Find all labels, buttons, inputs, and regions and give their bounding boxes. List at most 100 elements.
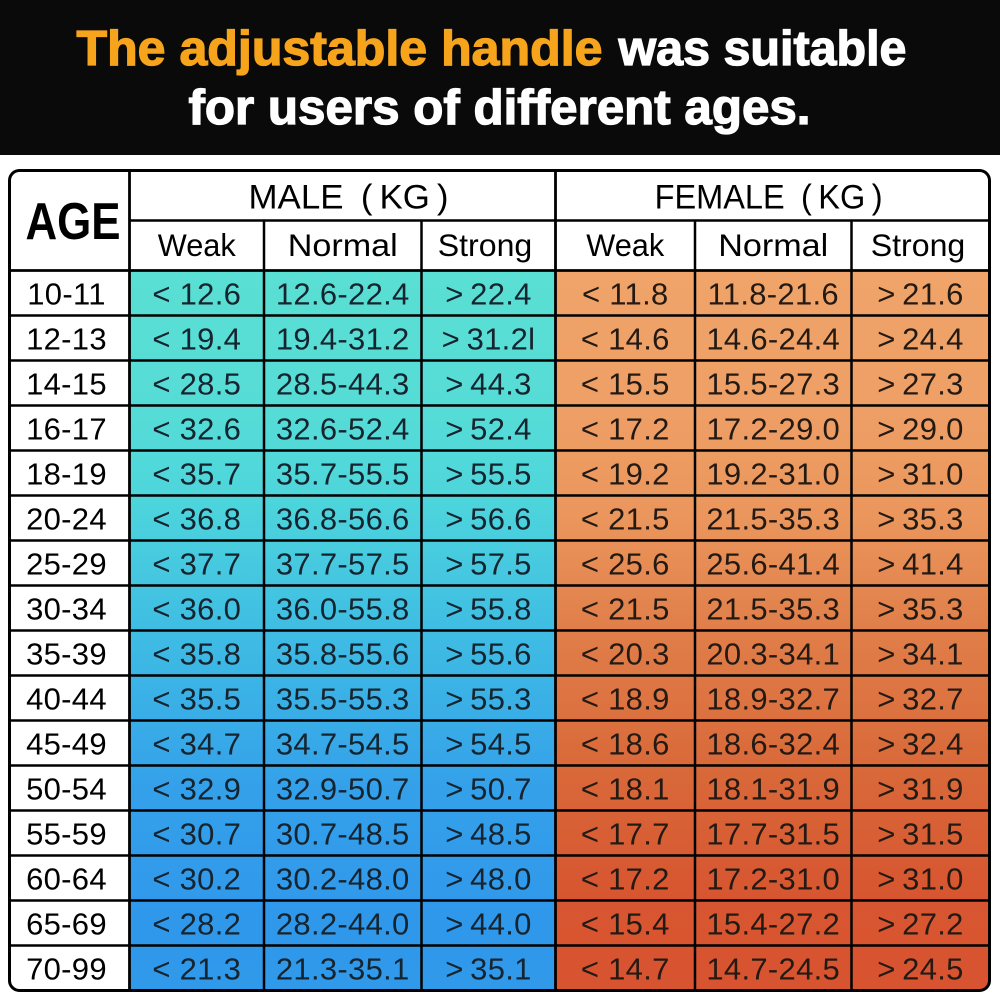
- svg-text:> 56.6: > 56.6: [445, 501, 531, 536]
- svg-text:> 35.3: > 35.3: [877, 501, 963, 536]
- svg-text:18.6-32.4: 18.6-32.4: [706, 726, 840, 761]
- svg-text:< 21.5: < 21.5: [581, 501, 670, 536]
- svg-text:15.5-27.3: 15.5-27.3: [706, 366, 840, 401]
- svg-text:21.3-35.1: 21.3-35.1: [276, 951, 410, 986]
- svg-text:> 32.7: > 32.7: [877, 681, 963, 716]
- svg-text:35.5-55.3: 35.5-55.3: [276, 681, 410, 716]
- svg-text:< 21.3: < 21.3: [152, 951, 241, 986]
- svg-text:18.9-32.7: 18.9-32.7: [706, 681, 840, 716]
- svg-text:> 57.5: > 57.5: [445, 546, 531, 581]
- svg-text:< 17.2: < 17.2: [581, 411, 670, 446]
- svg-text:32.6-52.4: 32.6-52.4: [276, 411, 410, 446]
- svg-text:10-11: 10-11: [27, 276, 106, 311]
- svg-text:< 19.4: < 19.4: [152, 321, 241, 356]
- svg-text:45-49: 45-49: [26, 726, 107, 761]
- svg-text:Strong: Strong: [438, 227, 533, 263]
- svg-text:> 27.2: > 27.2: [877, 906, 963, 941]
- svg-text:> 50.7: > 50.7: [445, 771, 531, 806]
- svg-text:< 30.7: < 30.7: [152, 816, 241, 851]
- svg-text:19.2-31.0: 19.2-31.0: [706, 456, 840, 491]
- svg-text:< 36.0: < 36.0: [152, 591, 241, 626]
- svg-text:40-44: 40-44: [26, 681, 107, 716]
- svg-text:70-99: 70-99: [26, 951, 107, 986]
- svg-text:< 17.2: < 17.2: [581, 861, 670, 896]
- svg-text:25.6-41.4: 25.6-41.4: [706, 546, 840, 581]
- svg-text:> 22.4: > 22.4: [445, 276, 531, 311]
- svg-text:< 18.9: < 18.9: [581, 681, 670, 716]
- svg-text:> 31.0: > 31.0: [877, 861, 963, 896]
- svg-text:The adjustable handle: The adjustable handle: [77, 22, 603, 76]
- svg-text:36.0-55.8: 36.0-55.8: [276, 591, 410, 626]
- svg-text:< 15.5: < 15.5: [581, 366, 670, 401]
- svg-text:> 44.0: > 44.0: [445, 906, 531, 941]
- svg-text:Normal: Normal: [288, 227, 398, 263]
- svg-text:18.1-31.9: 18.1-31.9: [706, 771, 840, 806]
- svg-text:< 25.6: < 25.6: [581, 546, 670, 581]
- svg-text:Weak: Weak: [158, 227, 236, 263]
- svg-text:14.6-24.4: 14.6-24.4: [706, 321, 840, 356]
- svg-text:> 31.0: > 31.0: [877, 456, 963, 491]
- svg-text:55-59: 55-59: [26, 816, 107, 851]
- svg-text:60-64: 60-64: [26, 861, 107, 896]
- svg-text:18-19: 18-19: [26, 456, 107, 491]
- svg-text:< 32.9: < 32.9: [152, 771, 241, 806]
- svg-text:for users of different ages.: for users of different ages.: [189, 81, 811, 135]
- svg-text:< 17.7: < 17.7: [581, 816, 670, 851]
- svg-text:< 12.6: < 12.6: [152, 276, 241, 311]
- svg-text:> 48.5: > 48.5: [445, 816, 531, 851]
- svg-text:17.2-31.0: 17.2-31.0: [706, 861, 840, 896]
- svg-text:AGE: AGE: [26, 193, 121, 251]
- svg-text:37.7-57.5: 37.7-57.5: [276, 546, 410, 581]
- svg-text:> 31.9: > 31.9: [877, 771, 963, 806]
- svg-text:> 32.4: > 32.4: [877, 726, 963, 761]
- svg-text:> 48.0: > 48.0: [445, 861, 531, 896]
- svg-text:> 54.5: > 54.5: [445, 726, 531, 761]
- svg-text:35.7-55.5: 35.7-55.5: [276, 456, 410, 491]
- svg-text:< 19.2: < 19.2: [581, 456, 670, 491]
- svg-text:< 35.7: < 35.7: [152, 456, 241, 491]
- svg-text:> 24.4: > 24.4: [877, 321, 963, 356]
- svg-text:< 18.6: < 18.6: [581, 726, 670, 761]
- svg-text:> 21.6: > 21.6: [877, 276, 963, 311]
- svg-text:> 55.6: > 55.6: [445, 636, 531, 671]
- svg-text:< 18.1: < 18.1: [581, 771, 670, 806]
- svg-text:> 31.5: > 31.5: [877, 816, 963, 851]
- svg-text:< 14.7: < 14.7: [581, 951, 670, 986]
- svg-text:12-13: 12-13: [26, 321, 107, 356]
- svg-text:< 14.6: < 14.6: [581, 321, 670, 356]
- svg-text:MALE ( KG ): MALE ( KG ): [249, 179, 449, 217]
- svg-text:30.2-48.0: 30.2-48.0: [276, 861, 410, 896]
- svg-text:< 20.3: < 20.3: [581, 636, 670, 671]
- svg-text:11.8-21.6: 11.8-21.6: [708, 276, 839, 311]
- svg-text:> 41.4: > 41.4: [877, 546, 963, 581]
- svg-text:28.2-44.0: 28.2-44.0: [276, 906, 410, 941]
- svg-text:< 21.5: < 21.5: [581, 591, 670, 626]
- svg-text:25-29: 25-29: [26, 546, 107, 581]
- svg-text:< 30.2: < 30.2: [152, 861, 241, 896]
- svg-text:19.4-31.2: 19.4-31.2: [276, 321, 410, 356]
- svg-text:> 52.4: > 52.4: [445, 411, 531, 446]
- svg-text:< 37.7: < 37.7: [152, 546, 241, 581]
- svg-text:< 11.8: < 11.8: [582, 276, 669, 311]
- svg-text:< 34.7: < 34.7: [152, 726, 241, 761]
- svg-text:> 55.8: > 55.8: [445, 591, 531, 626]
- svg-text:14-15: 14-15: [26, 366, 107, 401]
- svg-text:> 55.3: > 55.3: [445, 681, 531, 716]
- svg-text:> 27.3: > 27.3: [877, 366, 963, 401]
- svg-text:65-69: 65-69: [26, 906, 107, 941]
- svg-text:21.5-35.3: 21.5-35.3: [706, 501, 840, 536]
- svg-text:< 35.5: < 35.5: [152, 681, 241, 716]
- svg-text:21.5-35.3: 21.5-35.3: [706, 591, 840, 626]
- svg-text:< 15.4: < 15.4: [581, 906, 670, 941]
- svg-text:> 55.5: > 55.5: [445, 456, 531, 491]
- svg-text:20-24: 20-24: [26, 501, 107, 536]
- svg-text:15.4-27.2: 15.4-27.2: [706, 906, 840, 941]
- svg-text:34.7-54.5: 34.7-54.5: [276, 726, 410, 761]
- svg-text:30.7-48.5: 30.7-48.5: [276, 816, 410, 851]
- svg-text:> 24.5: > 24.5: [877, 951, 963, 986]
- svg-text:> 44.3: > 44.3: [445, 366, 531, 401]
- svg-text:14.7-24.5: 14.7-24.5: [706, 951, 840, 986]
- svg-text:< 28.5: < 28.5: [152, 366, 241, 401]
- svg-text:35.8-55.6: 35.8-55.6: [276, 636, 410, 671]
- svg-text:< 28.2: < 28.2: [152, 906, 241, 941]
